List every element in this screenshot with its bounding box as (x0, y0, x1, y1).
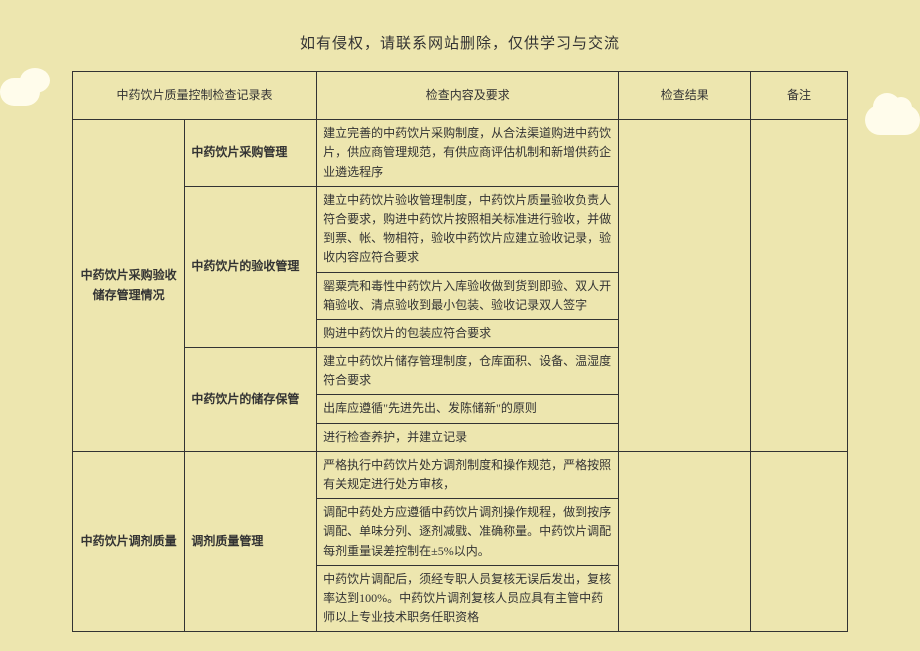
disclaimer-text: 如有侵权，请联系网站删除，仅供学习与交流 (0, 0, 920, 71)
content-cell: 严格执行中药饮片处方调剂制度和操作规范，严格按照有关规定进行处方审核， (317, 451, 619, 498)
result-cell (619, 120, 751, 452)
table-header-row: 中药饮片质量控制检查记录表 检查内容及要求 检查结果 备注 (73, 72, 848, 120)
result-cell (619, 451, 751, 632)
remark-cell (751, 120, 848, 452)
decorative-cloud-right (865, 105, 920, 135)
subsection-label: 中药饮片的验收管理 (185, 186, 317, 347)
main-table-container: 中药饮片质量控制检查记录表 检查内容及要求 检查结果 备注 中药饮片采购验收储存… (72, 71, 848, 632)
content-cell: 购进中药饮片的包装应符合要求 (317, 319, 619, 347)
column-header-remark: 备注 (751, 72, 848, 120)
content-cell: 建立完善的中药饮片采购制度，从合法渠道购进中药饮片，供应商管理规范，有供应商评估… (317, 120, 619, 187)
section-label: 中药饮片采购验收储存管理情况 (73, 120, 185, 452)
quality-control-table: 中药饮片质量控制检查记录表 检查内容及要求 检查结果 备注 中药饮片采购验收储存… (72, 71, 848, 632)
table-title-cell: 中药饮片质量控制检查记录表 (73, 72, 317, 120)
content-cell: 进行检查养护，并建立记录 (317, 423, 619, 451)
section-label: 中药饮片调剂质量 (73, 451, 185, 632)
column-header-result: 检查结果 (619, 72, 751, 120)
column-header-content: 检查内容及要求 (317, 72, 619, 120)
content-cell: 罂粟壳和毒性中药饮片入库验收做到货到即验、双人开箱验收、清点验收到最小包装、验收… (317, 272, 619, 319)
content-cell: 调配中药处方应遵循中药饮片调剂操作规程，做到按序调配、单味分列、逐剂减戥、准确称… (317, 499, 619, 566)
remark-cell (751, 451, 848, 632)
content-cell: 建立中药饮片储存管理制度，仓库面积、设备、温湿度符合要求 (317, 348, 619, 395)
subsection-label: 调剂质量管理 (185, 451, 317, 632)
content-cell: 建立中药饮片验收管理制度，中药饮片质量验收负责人符合要求，购进中药饮片按照相关标… (317, 186, 619, 272)
table-row: 中药饮片调剂质量 调剂质量管理 严格执行中药饮片处方调剂制度和操作规范，严格按照… (73, 451, 848, 498)
subsection-label: 中药饮片采购管理 (185, 120, 317, 187)
content-cell: 中药饮片调配后，须经专职人员复核无误后发出，复核率达到100%。中药饮片调剂复核… (317, 565, 619, 632)
content-cell: 出库应遵循"先进先出、发陈储新"的原则 (317, 395, 619, 423)
decorative-cloud-left (0, 78, 40, 106)
table-row: 中药饮片采购验收储存管理情况 中药饮片采购管理 建立完善的中药饮片采购制度，从合… (73, 120, 848, 187)
subsection-label: 中药饮片的储存保管 (185, 348, 317, 452)
